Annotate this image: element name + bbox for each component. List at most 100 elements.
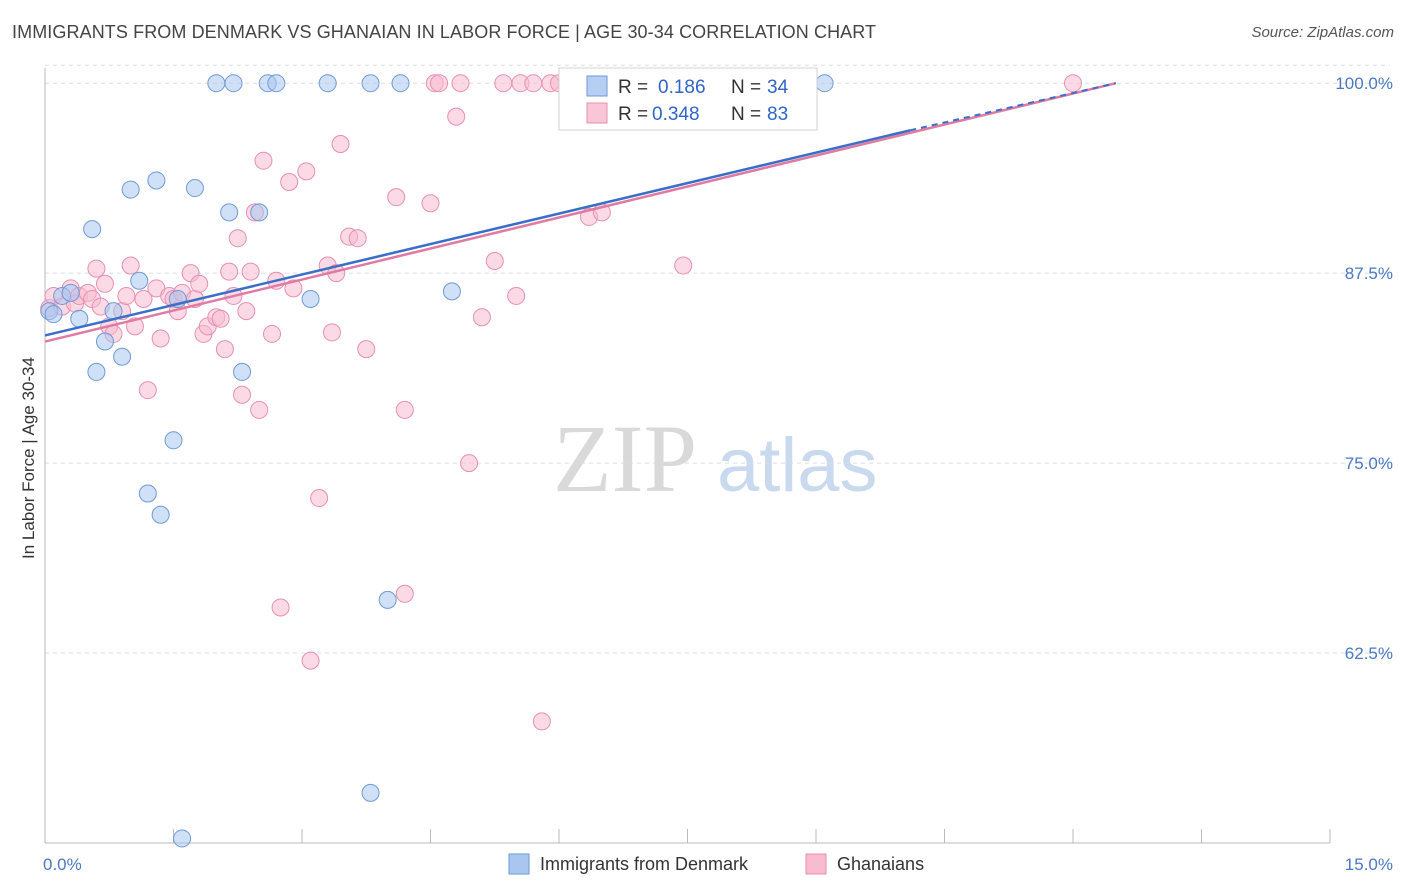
ghanaians-point-17 [134, 289, 153, 308]
x-tick-labels: 0.0% 15.0% [43, 855, 1393, 874]
denmark-trend-extension [910, 82, 1117, 132]
ghanaians-point-81 [674, 256, 693, 275]
ghanaians-point-71 [524, 74, 543, 93]
ghanaians-point-49 [310, 489, 329, 508]
ghanaians-point-68 [494, 74, 513, 93]
ghanaians-point-63 [447, 107, 466, 126]
legend-n-label-ghanaians: N = [731, 104, 761, 125]
ghanaians-point-82 [1064, 74, 1082, 93]
denmark-point-28 [361, 783, 380, 802]
y-tick-label-2: 87.5% [1345, 264, 1393, 283]
denmark-point-20 [220, 203, 239, 222]
ghanaians-point-18 [138, 381, 157, 400]
ghanaians-point-55 [348, 229, 367, 248]
ghanaians-point-40 [250, 400, 269, 419]
ghanaians-point-58 [395, 400, 414, 419]
ghanaians-point-32 [215, 340, 234, 359]
chart-title: IMMIGRANTS FROM DENMARK VS GHANAIAN IN L… [12, 22, 877, 42]
axes [44, 68, 1331, 844]
legend-r-label-ghanaians: R = [618, 104, 648, 125]
ghanaians-point-59 [395, 584, 414, 603]
denmark-point-12 [138, 484, 157, 503]
denmark-point-29 [361, 74, 380, 93]
correlation-legend: R = 0.186 N = 34 R = 0.348 N = 83 [558, 67, 818, 131]
ghanaians-point-62 [430, 74, 449, 93]
ghanaians-point-37 [237, 302, 256, 321]
ghanaians-point-33 [220, 262, 239, 281]
ghanaians-point-51 [322, 323, 341, 342]
denmark-point-27 [318, 74, 337, 93]
ghanaians-point-35 [228, 229, 247, 248]
ghanaians-point-14 [117, 286, 136, 305]
ghanaians-point-38 [241, 262, 260, 281]
denmark-point-6 [87, 362, 106, 381]
denmark-point-26 [301, 289, 320, 308]
ghanaians-point-57 [387, 188, 406, 207]
y-tick-label-0: 62.5% [1345, 644, 1393, 663]
denmark-point-31 [391, 74, 410, 93]
trend-lines [44, 81, 1117, 343]
x-tick-label-min: 0.0% [43, 855, 82, 874]
denmark-point-23 [250, 203, 269, 222]
denmark-point-18 [185, 179, 204, 198]
legend-r-value-denmark: 0.186 [658, 77, 706, 98]
denmark-point-21 [224, 74, 243, 93]
denmark-point-3 [61, 283, 80, 302]
ghanaians-point-45 [280, 172, 299, 191]
legend-n-value-denmark: 34 [767, 77, 789, 98]
ghanaians-point-60 [421, 194, 440, 213]
denmark-point-1 [44, 305, 63, 324]
ghanaians-point-46 [284, 279, 303, 298]
denmark-point-33 [815, 74, 834, 93]
ghanaians-points [40, 74, 1082, 731]
denmark-point-7 [95, 332, 114, 351]
legend-r-label-denmark: R = [618, 77, 648, 98]
legend-swatch-ghanaians [586, 102, 608, 124]
series-label-ghanaians: Ghanaians [837, 854, 924, 874]
denmark-point-32 [442, 282, 461, 301]
ghanaians-point-36 [233, 385, 252, 404]
denmark-point-14 [151, 505, 170, 524]
ghanaians-point-31 [211, 309, 230, 328]
denmark-point-25 [267, 74, 286, 93]
denmark-trend-line [44, 129, 911, 337]
y-axis-label: In Labor Force | Age 30-34 [19, 357, 38, 559]
x-tick-label-max: 15.0% [1345, 855, 1393, 874]
denmark-points [40, 74, 834, 848]
ghanaians-point-56 [357, 340, 376, 359]
ghanaians-point-48 [301, 651, 320, 670]
series-swatch-ghanaians [805, 853, 827, 875]
ghanaians-point-65 [460, 454, 479, 473]
denmark-point-5 [83, 220, 102, 239]
denmark-point-11 [130, 271, 149, 290]
ghanaians-point-67 [485, 251, 504, 270]
ghanaians-point-53 [331, 134, 350, 153]
denmark-point-22 [233, 362, 252, 381]
ghanaians-point-20 [151, 329, 170, 348]
ghanaians-point-42 [263, 324, 282, 343]
legend-swatch-denmark [586, 75, 608, 97]
ghanaians-point-8 [87, 259, 106, 278]
denmark-point-19 [207, 74, 226, 93]
watermark-atlas: atlas [717, 423, 878, 508]
ghanaians-point-47 [297, 162, 316, 181]
watermark-zip: ZIP [553, 405, 697, 512]
denmark-point-13 [147, 171, 166, 190]
y-tick-labels: 62.5% 75.0% 87.5% 100.0% [1335, 74, 1393, 663]
ghanaians-trend-line [44, 81, 1117, 343]
ghanaians-point-66 [472, 308, 491, 327]
ghanaians-point-44 [271, 598, 290, 617]
ghanaians-point-72 [532, 712, 551, 731]
denmark-point-10 [121, 180, 140, 199]
denmark-point-30 [378, 590, 397, 609]
ghanaians-point-69 [507, 286, 526, 305]
ghanaians-point-10 [95, 274, 114, 293]
ghanaians-point-27 [190, 274, 209, 293]
denmark-point-15 [164, 431, 183, 450]
ghanaians-point-64 [451, 74, 470, 93]
series-legend: Immigrants from Denmark Ghanaians [508, 853, 924, 875]
legend-n-label-denmark: N = [731, 77, 761, 98]
watermark: ZIP atlas [553, 405, 878, 512]
series-label-denmark: Immigrants from Denmark [540, 854, 749, 874]
